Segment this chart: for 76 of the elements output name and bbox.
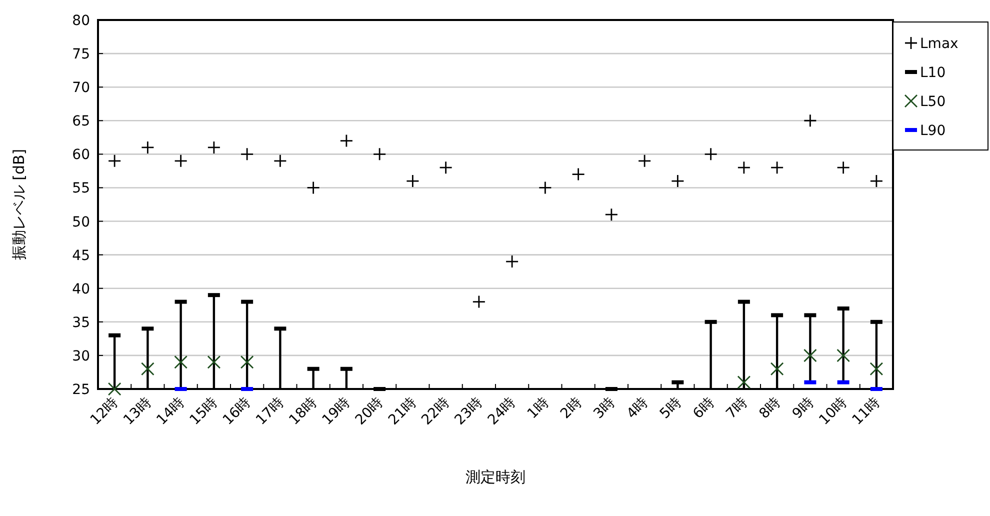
- y-tick-label: 40: [72, 281, 90, 298]
- point: [803, 114, 817, 128]
- point: [737, 376, 751, 389]
- point: [572, 168, 586, 182]
- point: [273, 154, 287, 168]
- point: [538, 181, 552, 194]
- y-tick-label: 70: [72, 80, 90, 96]
- point: [140, 140, 154, 154]
- point: [704, 147, 718, 161]
- point: [604, 208, 618, 222]
- x-tick-label: 24時: [485, 394, 519, 428]
- x-tick-label: 3時: [590, 394, 618, 422]
- y-tick-label: 80: [72, 13, 90, 29]
- y-tick-label: 65: [72, 114, 90, 130]
- point: [240, 355, 254, 369]
- point: [406, 174, 420, 188]
- point: [737, 160, 751, 174]
- point: [306, 181, 320, 194]
- point: [439, 160, 453, 174]
- x-tick-label: 22時: [418, 394, 453, 428]
- x-tick-label: 12時: [88, 394, 122, 428]
- point: [870, 362, 884, 376]
- point: [340, 134, 354, 148]
- y-axis-title: 振動レベル [dB]: [10, 148, 28, 260]
- x-tick-label: 15時: [186, 394, 221, 428]
- point: [108, 382, 122, 396]
- x-tick-label: 10時: [816, 394, 850, 428]
- point: [670, 174, 684, 188]
- point: [770, 362, 784, 376]
- point: [108, 154, 122, 168]
- x-tick-label: 16時: [220, 394, 254, 428]
- point: [372, 147, 386, 161]
- point: [140, 362, 154, 376]
- x-tick-label: 18時: [286, 394, 320, 428]
- point: [505, 254, 519, 268]
- x-tick-label: 6時: [690, 394, 718, 422]
- y-tick-label: 50: [72, 214, 90, 230]
- y-tick-label: 75: [72, 46, 90, 63]
- y-tick-label: 35: [72, 314, 90, 331]
- point: [240, 147, 254, 161]
- legend-label: Lmax: [920, 36, 958, 52]
- legend-label: L10: [920, 65, 946, 81]
- point: [870, 174, 884, 188]
- y-tick-label: 55: [72, 180, 90, 197]
- x-tick-label: 21時: [386, 394, 420, 428]
- y-tick-label: 45: [72, 248, 90, 264]
- x-tick-label: 9時: [789, 394, 818, 422]
- point: [472, 295, 486, 308]
- x-tick-label: 14時: [154, 394, 188, 428]
- x-tick-label: 13時: [120, 394, 155, 428]
- point: [207, 355, 221, 369]
- point: [174, 355, 188, 369]
- x-tick-label: 20時: [352, 394, 386, 428]
- y-tick-label: 60: [72, 147, 90, 164]
- x-tick-label: 4時: [624, 394, 652, 422]
- x-tick-label: 19時: [319, 394, 354, 428]
- y-tick-label: 25: [72, 382, 90, 398]
- point: [207, 140, 221, 154]
- x-tick-label: 1時: [524, 394, 552, 422]
- point: [770, 160, 784, 174]
- x-tick-label: 8時: [756, 394, 784, 422]
- point: [836, 160, 850, 174]
- legend-label: L50: [920, 94, 946, 110]
- x-tick-label: 2時: [558, 394, 586, 422]
- y-tick-label: 30: [72, 348, 90, 364]
- x-tick-label: 11時: [849, 394, 884, 428]
- point: [638, 154, 652, 168]
- x-tick-label: 17時: [253, 394, 288, 428]
- point: [836, 348, 850, 362]
- point: [803, 348, 817, 362]
- x-axis-title: 測定時刻: [466, 468, 526, 486]
- point: [174, 154, 188, 168]
- x-tick-label: 23時: [452, 394, 486, 428]
- x-tick-label: 5時: [656, 394, 685, 422]
- legend-label: L90: [920, 123, 946, 139]
- x-tick-label: 7時: [723, 394, 751, 422]
